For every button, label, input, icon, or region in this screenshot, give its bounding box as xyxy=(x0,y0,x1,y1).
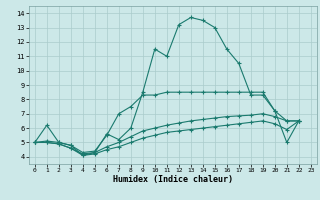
X-axis label: Humidex (Indice chaleur): Humidex (Indice chaleur) xyxy=(113,175,233,184)
